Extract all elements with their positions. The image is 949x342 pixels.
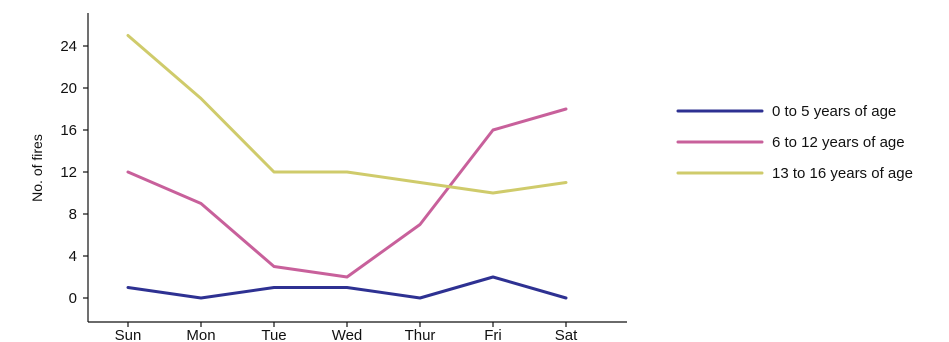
y-tick-label: 20 (60, 80, 77, 97)
x-tick-label: Tue (261, 327, 286, 342)
legend: 0 to 5 years of age 6 to 12 years of age 1… (676, 103, 913, 182)
series-line-2 (126, 34, 568, 195)
y-tick-label: 4 (69, 248, 77, 265)
legend-label-2: 13 to 16 years of age (772, 165, 913, 182)
legend-item-1: 6 to 12 years of age (676, 134, 905, 151)
x-tick-label: Sun (115, 327, 142, 342)
legend-item-2: 13 to 16 years of age (676, 165, 913, 182)
y-axis-ticks: 0 4 8 12 16 20 24 (60, 38, 88, 307)
y-tick-label: 8 (69, 206, 77, 223)
x-axis-ticks: Sun Mon Tue Wed Thur Fri Sat (115, 322, 578, 342)
y-tick-label: 24 (60, 38, 77, 55)
x-tick-label: Sat (555, 327, 578, 342)
y-axis-title: No. of fires (29, 134, 45, 202)
series-lines (126, 34, 568, 300)
y-tick-label: 0 (69, 290, 77, 307)
legend-item-0: 0 to 5 years of age (676, 103, 896, 120)
legend-label-1: 6 to 12 years of age (772, 134, 905, 151)
x-tick-label: Thur (405, 327, 436, 342)
x-tick-label: Fri (484, 327, 502, 342)
x-tick-label: Wed (332, 327, 363, 342)
x-tick-label: Mon (186, 327, 215, 342)
legend-label-0: 0 to 5 years of age (772, 103, 896, 120)
y-tick-label: 12 (60, 164, 77, 181)
axes (87, 13, 627, 323)
y-tick-label: 16 (60, 122, 77, 139)
